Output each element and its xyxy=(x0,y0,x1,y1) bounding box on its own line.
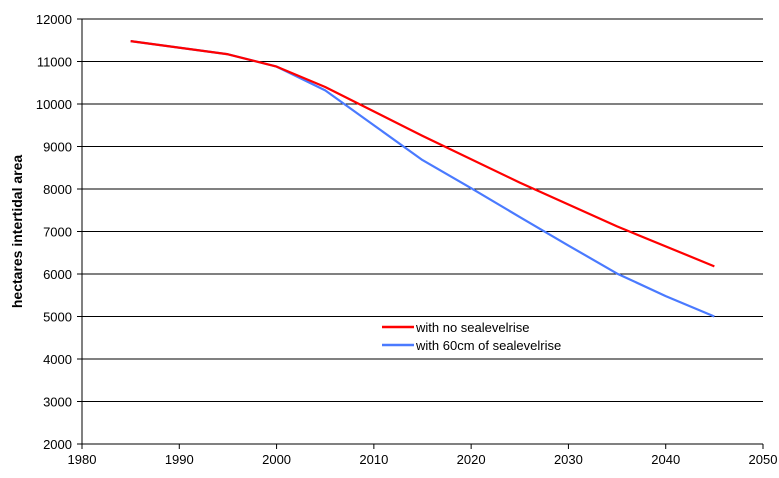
y-tick-label: 9000 xyxy=(43,140,72,155)
series-line xyxy=(130,40,715,268)
x-ticks: 1980 1990 2000 2010 2020 2030 2040 2050 xyxy=(68,444,778,467)
y-tick-label: 3000 xyxy=(43,395,72,410)
x-tick-label: 2020 xyxy=(457,452,486,467)
y-tick-label: 6000 xyxy=(43,267,72,282)
y-ticks: 2000 3000 4000 5000 6000 7000 8000 9000 10000 110… xyxy=(36,12,82,452)
x-tick-label: 2030 xyxy=(554,452,583,467)
y-tick-label: 10000 xyxy=(36,97,72,112)
legend: with no sealevelrise with 60cm of sealev… xyxy=(382,320,561,353)
series-lines xyxy=(130,40,715,318)
x-tick-label: 2050 xyxy=(749,452,778,467)
y-tick-label: 7000 xyxy=(43,225,72,240)
x-tick-label: 2000 xyxy=(262,452,291,467)
y-tick-label: 2000 xyxy=(43,437,72,452)
x-tick-label: 2010 xyxy=(359,452,388,467)
y-tick-label: 4000 xyxy=(43,352,72,367)
y-tick-label: 12000 xyxy=(36,12,72,27)
y-axis-title: hectares intertidal area xyxy=(9,155,25,309)
legend-label-no-sealevelrise: with no sealevelrise xyxy=(415,320,529,335)
y-tick-label: 5000 xyxy=(43,310,72,325)
x-tick-label: 1980 xyxy=(68,452,97,467)
x-tick-label: 2040 xyxy=(651,452,680,467)
series-line xyxy=(130,40,715,318)
legend-label-60cm-sealevelrise: with 60cm of sealevelrise xyxy=(415,338,561,353)
x-tick-label: 1990 xyxy=(165,452,194,467)
y-tick-label: 8000 xyxy=(43,182,72,197)
y-tick-label: 11000 xyxy=(37,55,72,70)
gridlines xyxy=(82,18,763,402)
